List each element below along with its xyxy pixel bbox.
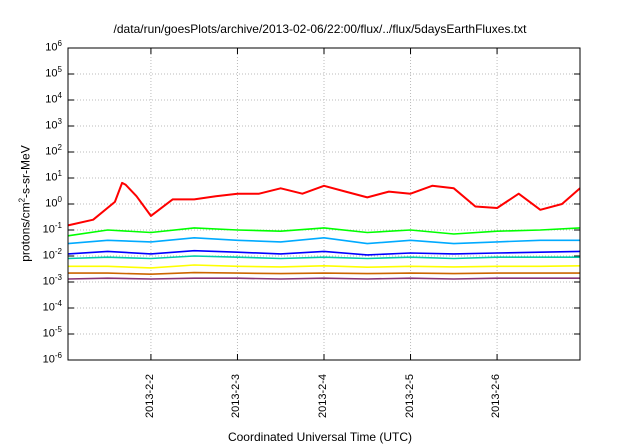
chart-title: /data/run/goesPlots/archive/2013-02-06/2…: [113, 22, 527, 36]
series-line: [67, 237, 580, 245]
y-tick-label: 10-3: [42, 273, 62, 288]
x-axis-label: Coordinated Universal Time (UTC): [227, 430, 413, 444]
y-tick-label: 10-4: [42, 299, 62, 314]
series-line: [67, 249, 581, 256]
series-line: [68, 264, 581, 269]
series-line: [67, 255, 580, 260]
y-tick-label: 10-2: [42, 247, 62, 262]
plot-frame: [67, 47, 581, 361]
y-tick-label: 10-5: [42, 325, 62, 340]
y-tick-label: 104: [45, 91, 62, 106]
y-tick-label: 102: [45, 143, 62, 158]
y-tick-label: 106: [45, 39, 62, 54]
series-line: [67, 227, 581, 237]
y-tick-label: 103: [45, 117, 62, 132]
series-line: [67, 277, 580, 280]
y-tick-label: 101: [45, 169, 62, 184]
series-line: [67, 181, 581, 227]
y-tick-label: 10-6: [42, 351, 62, 366]
y-tick-label: 100: [45, 195, 62, 210]
series-line: [68, 271, 580, 276]
y-tick-label: 105: [45, 65, 62, 80]
y-tick-label: 10-1: [42, 221, 62, 236]
